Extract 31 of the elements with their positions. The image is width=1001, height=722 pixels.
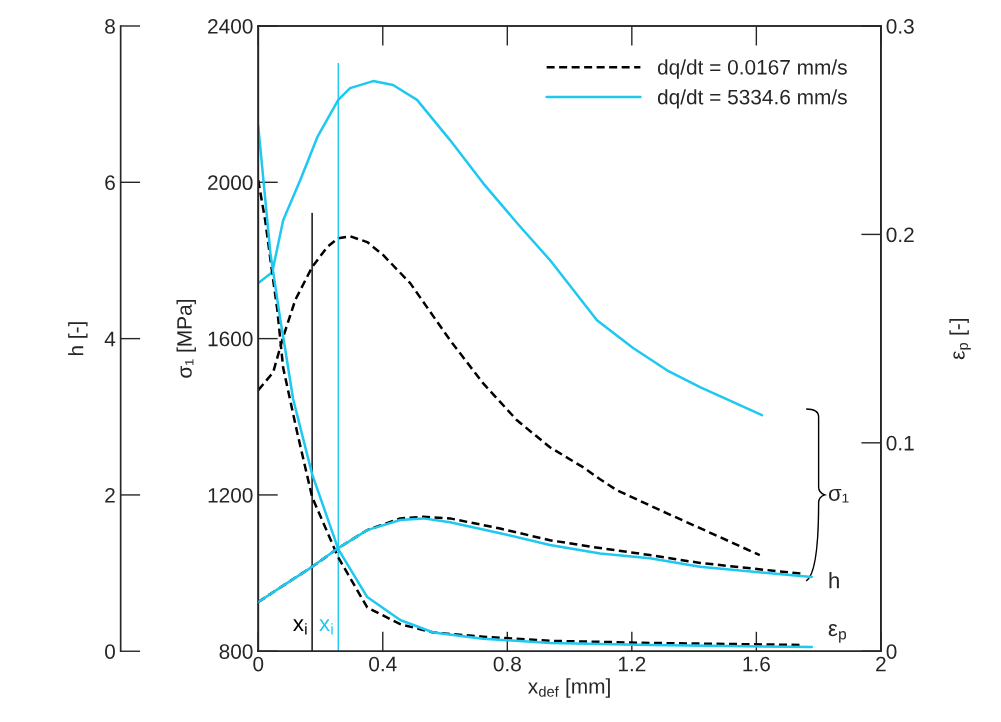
y-tick-label: 1200 (208, 487, 253, 503)
y3-tick-label: 2 (105, 487, 115, 503)
y3-tick-label: 0 (105, 644, 115, 659)
ref-line-label: x$_{i}$ (319, 619, 333, 635)
x-tick-label: 1.2 (618, 656, 646, 672)
ref-line-label: x$_{i}$ (293, 619, 307, 635)
y2-tick-label: 0.2 (886, 227, 914, 243)
y-tick-label: 2400 (208, 18, 253, 34)
y-axis-title: σ₁ [MPa] (176, 300, 196, 378)
x-tick-label: 0.8 (493, 656, 521, 672)
annotation: h (829, 572, 839, 589)
y2-tick-label: 0 (886, 644, 897, 659)
y2-axis-title: ε$_{p}$ [-] (949, 318, 971, 360)
x-tick-label: 1.6 (743, 656, 770, 672)
y3-tick-label: 8 (105, 18, 115, 34)
y3-tick-label: 4 (104, 331, 116, 347)
legend-label: dq/dt = 0.0167 mm/s (657, 59, 847, 79)
y2-tick-label: 0.3 (886, 18, 914, 34)
legend-label: dq/dt = 5334.6 mm/s (657, 89, 847, 109)
y-tick-label: 1600 (208, 331, 253, 347)
y2-tick-label: 0.1 (886, 435, 914, 451)
x-tick-label: 0 (253, 656, 264, 672)
y-tick-label: 800 (219, 644, 253, 659)
x-axis-title: x$_{def}$ [mm] (528, 678, 610, 698)
y3-tick-label: 6 (105, 175, 115, 191)
x-tick-label: 0.4 (369, 656, 397, 672)
x-tick-label: 2 (876, 656, 886, 672)
annotation: ε$_{p}$ (828, 623, 847, 643)
y-tick-label: 2000 (208, 175, 253, 191)
annotation: σ₁ (828, 488, 849, 503)
y3-axis-title: h [-] (68, 322, 88, 356)
